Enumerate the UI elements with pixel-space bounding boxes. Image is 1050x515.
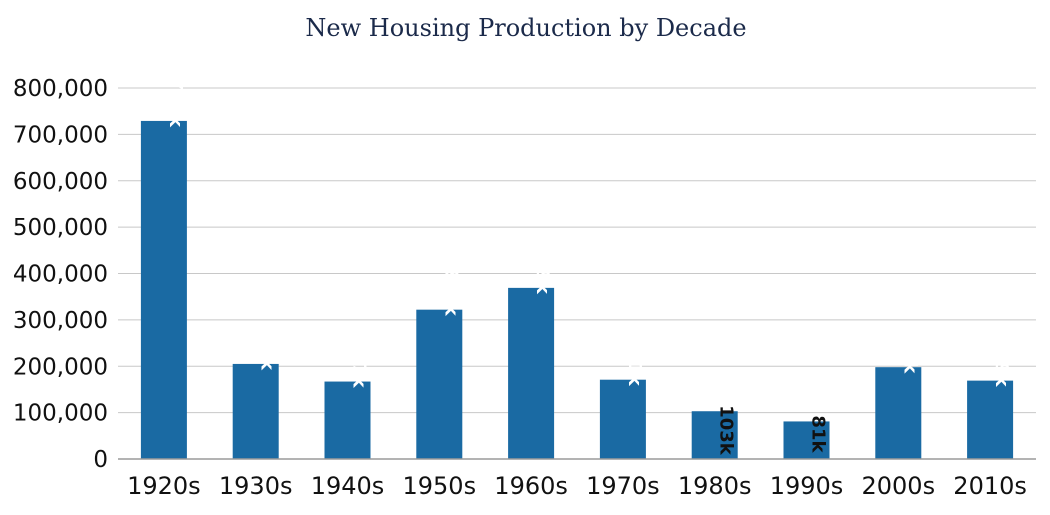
bar-1940s xyxy=(324,381,371,459)
data-label: 205k xyxy=(257,320,278,371)
data-labels: 729k 205k 167k 322k 369k 171k 103k 81k 198k 169k xyxy=(165,77,1012,455)
chart-title: New Housing Production by Decade xyxy=(305,14,746,42)
bars xyxy=(140,120,1014,460)
bar-2010s xyxy=(967,380,1014,459)
data-label: 81k xyxy=(808,415,829,453)
y-tick-label: 300,000 xyxy=(13,308,108,334)
bar-1930s xyxy=(232,363,279,459)
x-tick-label: 1920s xyxy=(127,472,201,500)
y-tick-label: 200,000 xyxy=(13,354,108,380)
bar-1980s xyxy=(691,411,738,459)
data-label: 729k xyxy=(165,77,186,128)
data-label: 171k xyxy=(624,336,645,387)
y-tick-label: 100,000 xyxy=(13,401,108,427)
x-tick-label: 1980s xyxy=(678,472,752,500)
y-tick-label: 500,000 xyxy=(13,215,108,241)
x-tick-label: 1970s xyxy=(586,472,660,500)
y-tick-label: 400,000 xyxy=(13,262,108,288)
x-tick-label: 1990s xyxy=(770,472,844,500)
x-tick-label: 2000s xyxy=(862,472,936,500)
data-label: 169k xyxy=(991,337,1012,388)
x-tick-label: 1940s xyxy=(311,472,385,500)
x-tick-label: 2010s xyxy=(953,472,1027,500)
x-tick-label: 1930s xyxy=(219,472,293,500)
y-tick-label: 0 xyxy=(93,447,108,473)
bar-1950s xyxy=(416,309,463,459)
x-axis-ticks: 1920s 1930s 1940s 1950s 1960s 1970s 1980s 1990s… xyxy=(127,472,1027,500)
bar-1920s xyxy=(140,120,187,460)
y-axis-ticks: 0 100,000 200,000 300,000 400,000 500,000 600,… xyxy=(13,76,108,473)
bar-1960s xyxy=(508,287,555,459)
bar-2000s xyxy=(875,367,922,459)
data-label: 198k xyxy=(899,324,920,375)
bar-1990s xyxy=(783,421,830,459)
data-label: 103k xyxy=(716,405,737,456)
bar-1970s xyxy=(599,379,646,459)
y-tick-label: 600,000 xyxy=(13,169,108,195)
y-tick-label: 700,000 xyxy=(13,122,108,148)
data-label: 167k xyxy=(349,338,370,389)
x-tick-label: 1960s xyxy=(494,472,568,500)
data-label: 369k xyxy=(532,244,553,295)
x-tick-label: 1950s xyxy=(403,472,477,500)
y-tick-label: 800,000 xyxy=(13,76,108,102)
data-label: 322k xyxy=(440,266,461,317)
